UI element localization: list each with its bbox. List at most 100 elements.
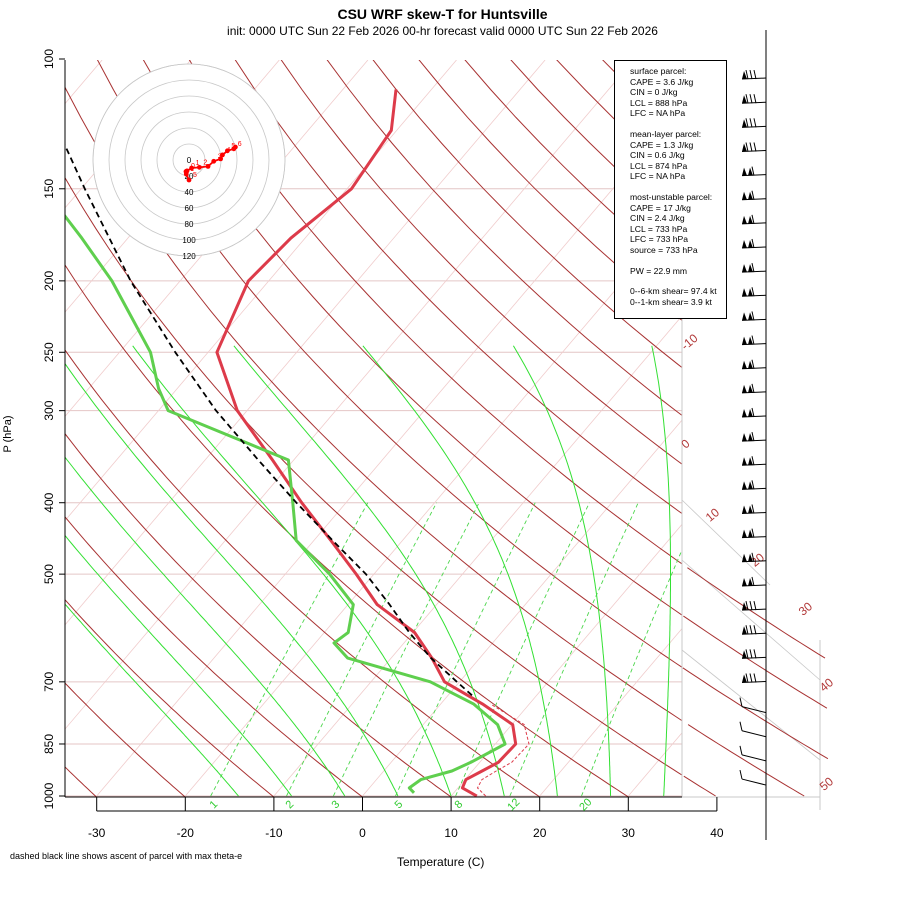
indices-group: 0--6-km shear= 97.4 kt 0--1-km shear= 3.9… <box>630 286 726 307</box>
wind-barb-feather <box>745 673 749 683</box>
x-tick-label: 0 <box>359 826 366 840</box>
indices-group-title: most-unstable parcel: <box>630 191 713 202</box>
hodograph-point-label: 4 <box>226 147 230 154</box>
hodograph-point-label: 3 <box>218 153 222 160</box>
dry-adiabat-extension <box>687 724 805 797</box>
hodograph-point <box>225 148 230 154</box>
wind-barb-feather <box>753 600 757 611</box>
wind-barb-feather <box>753 649 757 659</box>
indices-value: LCL = 888 hPa <box>630 97 688 108</box>
wind-barb <box>741 311 767 321</box>
wind-barb-flag <box>742 626 747 635</box>
wind-barb <box>739 721 767 738</box>
dry-adiabat-line <box>326 60 682 417</box>
isotherm-line <box>361 419 682 797</box>
wind-barb-flag <box>748 408 753 417</box>
wind-barb <box>741 625 767 635</box>
dry-adiabat-line <box>65 516 364 797</box>
wind-barb-flag <box>742 288 747 297</box>
wind-barb <box>741 359 767 370</box>
wind-barb-feather <box>753 118 757 128</box>
wind-barb-feather <box>751 359 755 369</box>
indices-value: PW = 22.9 mm <box>630 265 688 276</box>
indices-group: PW = 22.9 mm <box>630 266 726 277</box>
wind-barb-flag <box>742 505 747 514</box>
indices-value: CAPE = 3.6 J/kg <box>630 76 694 87</box>
dry-adiabat-line <box>372 60 682 369</box>
wind-barb-feather <box>753 142 757 152</box>
hodograph-point <box>186 177 192 183</box>
hodograph-point <box>189 165 195 171</box>
y-tick-label: 850 <box>42 734 56 754</box>
temperature-profile <box>215 89 518 797</box>
dry-adiabat-line <box>96 60 682 668</box>
hodograph-ring-label: 0 <box>187 156 192 165</box>
chart-subtitle: init: 0000 UTC Sun 22 Feb 2026 00-hr for… <box>227 24 658 38</box>
mixing-ratio-line <box>509 502 639 797</box>
indices-value: CIN = 2.4 J/kg <box>630 213 685 224</box>
wind-barb <box>741 432 767 442</box>
wind-barb-feather <box>745 94 749 104</box>
wind-barb-flag <box>748 215 753 224</box>
dry-adiabat-line <box>65 86 682 722</box>
wind-barb-feather <box>751 238 755 249</box>
hodograph-ring <box>140 111 238 209</box>
hodograph-point <box>184 168 190 174</box>
indices-group-title: surface parcel: <box>630 66 687 76</box>
wind-barb <box>741 335 767 346</box>
indices-value: CIN = 0 J/kg <box>630 87 678 98</box>
indices-group: surface parcel: CAPE = 3.6 J/kg CIN = 0 J/… <box>630 66 726 119</box>
wind-barb-flag <box>742 650 747 659</box>
wind-barb-flag <box>742 240 747 249</box>
wind-barb <box>739 745 767 762</box>
mixing-ratio-line <box>581 548 682 797</box>
wind-barb-flag <box>742 457 747 466</box>
hodograph-point <box>218 156 224 162</box>
y-tick-label: 100 <box>42 49 56 69</box>
dry-adiabat-line <box>234 60 682 515</box>
wind-barb-feather <box>753 69 757 80</box>
dry-adiabat-extension <box>683 775 716 797</box>
wind-barb <box>739 697 767 714</box>
isotherm-line <box>65 60 457 522</box>
y-axis-label: P (hPa) <box>2 415 14 453</box>
wind-barb-feather <box>745 69 749 80</box>
wind-barb-feather <box>751 432 755 442</box>
wind-barb-feather <box>751 311 755 321</box>
hodograph-ring <box>108 79 270 241</box>
y-tick-label: 200 <box>42 271 56 291</box>
x-tick-label: -20 <box>177 826 195 840</box>
wind-barb-flag <box>748 553 753 562</box>
indices-value: LCL = 733 hPa <box>630 223 688 234</box>
mixing-ratio-line <box>286 502 437 797</box>
wind-barb <box>741 287 767 297</box>
moist-adiabat-line <box>362 345 558 797</box>
wind-barb <box>741 166 767 177</box>
wind-barb-feather <box>749 600 753 611</box>
wind-barb-flag <box>748 577 753 586</box>
y-tick-label: 300 <box>42 400 56 420</box>
wind-barb-feather <box>745 600 749 611</box>
hodograph-point-label: 5 <box>193 172 197 179</box>
indices-value: LFC = NA hPa <box>630 108 686 119</box>
indices-value: 0--1-km shear= 3.9 kt <box>630 296 712 307</box>
wind-barb-flag <box>742 191 747 200</box>
wind-barb-feather <box>749 142 753 152</box>
wind-barb-feather <box>751 383 755 393</box>
dry-adiabat-extension <box>683 615 828 709</box>
wind-barb-feather <box>751 456 755 466</box>
wind-barb <box>741 552 767 563</box>
mixing-ratio-line <box>395 502 536 797</box>
wind-barb-flag <box>742 264 747 273</box>
wind-barb-feather <box>749 69 753 80</box>
wind-barb-feather <box>751 166 755 176</box>
wind-barb <box>741 528 767 539</box>
hodograph-point <box>233 144 238 150</box>
y-tick-label: 500 <box>42 564 56 584</box>
wind-barb-feather <box>745 118 749 128</box>
wind-barb-shaft <box>741 730 767 738</box>
wind-barb-flag <box>748 481 753 490</box>
mixing-ratio-label: 1 <box>207 798 220 811</box>
dry-adiabat-line <box>65 349 541 797</box>
